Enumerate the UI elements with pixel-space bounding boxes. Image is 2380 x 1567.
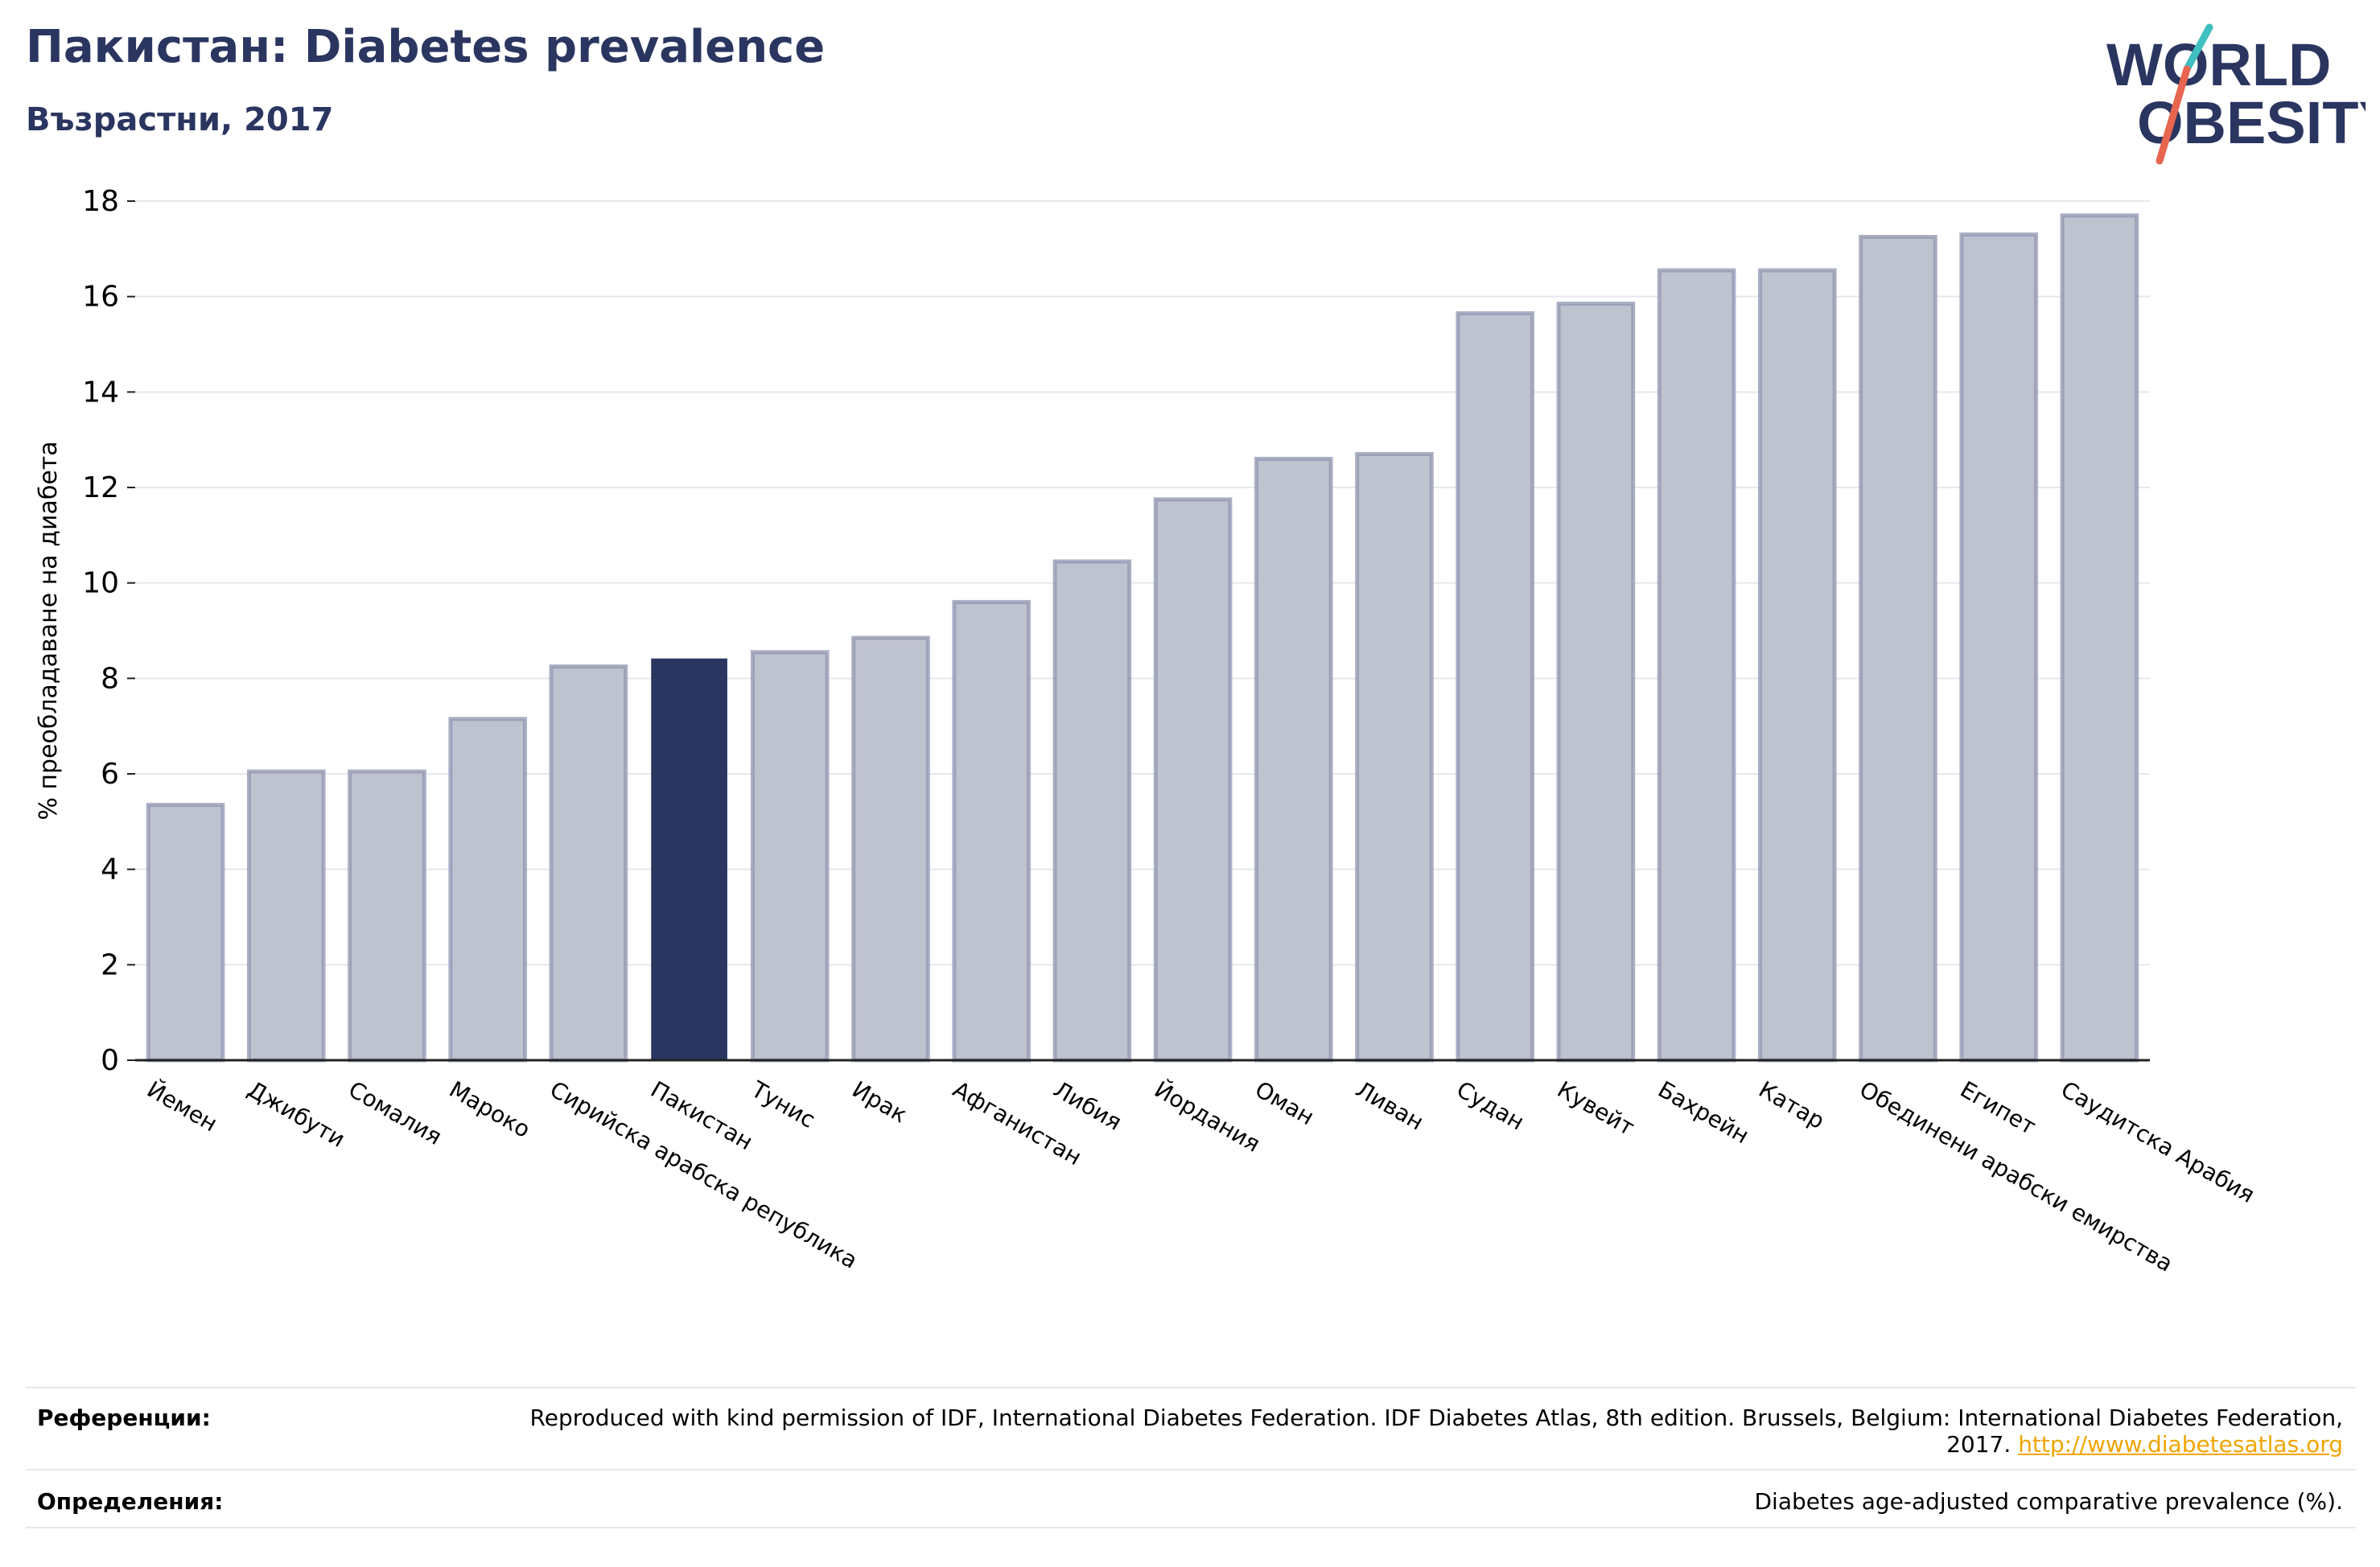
y-axis-ticks: 0 2 4 6 8 10 12 14 16 18 — [82, 185, 135, 1077]
logo-line1: WORLD — [2106, 31, 2332, 98]
bar-9 — [1052, 559, 1132, 1063]
y-tick-label: 2 — [101, 948, 119, 981]
bar-16 — [1757, 268, 1837, 1063]
bar-14 — [1556, 302, 1636, 1063]
x-tick-label: Джибути — [243, 1076, 349, 1152]
x-tick-label: Йордания — [1150, 1076, 1265, 1158]
x-tick-label: Судан — [1452, 1076, 1529, 1135]
grid-lines — [135, 200, 2150, 1061]
x-tick-label: Кувейт — [1553, 1076, 1639, 1141]
bar-2 — [348, 769, 426, 1063]
x-tick-label: Ливан — [1352, 1076, 1428, 1135]
x-tick-label: Мароко — [445, 1076, 535, 1143]
references-link[interactable]: http://www.diabetesatlas.org — [2018, 1431, 2343, 1458]
x-tick-label: Оман — [1250, 1076, 1319, 1130]
bar-8 — [952, 599, 1031, 1063]
x-tick-label: Египет — [1956, 1076, 2040, 1140]
logo-slash-bottom — [2156, 65, 2191, 165]
x-tick-label: Йемен — [142, 1076, 222, 1137]
y-tick-label: 10 — [82, 567, 119, 600]
bar-10 — [1153, 497, 1233, 1063]
bar-19 — [2060, 213, 2139, 1063]
bar-11 — [1254, 456, 1333, 1063]
chart-title: Пакистан: Diabetes prevalence — [26, 21, 826, 73]
references-body: Reproduced with kind permission of IDF, … — [529, 1405, 2343, 1458]
x-tick-label: Саудитска Арабия — [2057, 1076, 2259, 1208]
y-tick-label: 12 — [82, 471, 119, 504]
y-tick-label: 4 — [101, 853, 119, 886]
x-tick-label: Тунис — [746, 1076, 819, 1133]
y-axis-label: % преобладаване на диабета — [35, 441, 63, 820]
bar-18 — [1959, 232, 2039, 1063]
x-tick-label: Ирак — [848, 1076, 912, 1128]
footer-divider-bottom — [26, 1527, 2356, 1528]
references-text: Reproduced with kind permission of IDF, … — [492, 1405, 2343, 1458]
bar-chart: 0 2 4 6 8 10 12 14 16 18 Йемен ДжибутиСомалияМарок… — [35, 185, 2259, 1277]
definitions-label: Определения: — [37, 1488, 224, 1515]
bar-17 — [1859, 235, 1937, 1063]
chart-subtitle: Възрастни, 2017 — [26, 101, 334, 138]
footer-divider-middle — [26, 1469, 2356, 1470]
bar-12 — [1355, 451, 1434, 1063]
y-tick-label: 0 — [101, 1044, 119, 1077]
bar-0 — [146, 803, 225, 1063]
bar-1 — [246, 769, 326, 1063]
x-tick-label: Либия — [1049, 1076, 1126, 1135]
bar-4 — [549, 664, 628, 1063]
y-tick-label: 18 — [82, 185, 119, 218]
bar-13 — [1456, 311, 1535, 1063]
logo-slash-top — [2183, 23, 2213, 73]
bar-3 — [448, 717, 528, 1063]
y-tick-label: 8 — [101, 662, 119, 695]
x-tick-label: Сомалия — [344, 1076, 447, 1150]
bar-5 — [651, 658, 727, 1061]
bar-6 — [750, 650, 830, 1063]
references-label: Референции: — [37, 1405, 211, 1431]
bar-15 — [1657, 268, 1736, 1063]
y-tick-label: 14 — [82, 376, 119, 409]
x-tick-label: Бахрейн — [1653, 1076, 1753, 1149]
bars — [146, 213, 2139, 1063]
bar-7 — [851, 635, 930, 1063]
definitions-text: Diabetes age-adjusted comparative preval… — [1754, 1488, 2344, 1515]
y-tick-label: 16 — [82, 281, 119, 314]
x-tick-label: Катар — [1754, 1076, 1829, 1134]
world-obesity-logo: WORLD OBESITY — [2106, 23, 2366, 165]
y-tick-label: 6 — [101, 758, 119, 791]
footer-divider-top — [26, 1387, 2356, 1388]
